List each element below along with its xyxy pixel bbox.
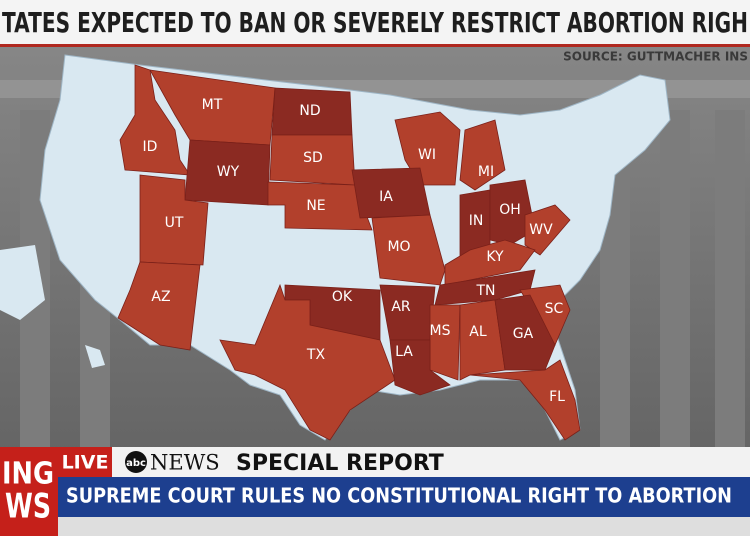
live-box (58, 447, 112, 477)
state-label: LA (395, 344, 413, 360)
state-label: MI (478, 164, 494, 180)
state-label: AL (469, 324, 487, 340)
state-label: WI (418, 147, 436, 163)
network-logo: abc (126, 458, 146, 469)
title-bar (0, 0, 750, 44)
state-shape (459, 119, 506, 191)
title-rule (0, 44, 750, 47)
live: LIVE (62, 452, 109, 474)
network: NEWS (150, 451, 220, 475)
program-bar (112, 447, 750, 477)
source: SOURCE: GUTTMACHER INS (563, 50, 748, 64)
state-shape (219, 283, 396, 441)
state-shape (469, 359, 581, 441)
state-label: OH (499, 202, 521, 218)
program: SPECIAL REPORT (236, 451, 444, 476)
state-label: SC (545, 301, 564, 317)
restricted-states: MT ND ID WY SD WI MI UT NE IA IN OH WV MO KY AZ OK AR TN SC… (117, 64, 581, 441)
state-shape (394, 111, 461, 186)
state-label: UT (165, 215, 184, 231)
ticker-bar (58, 517, 750, 536)
state-label: IN (469, 213, 484, 229)
state-label: FL (549, 389, 565, 405)
state-shape (119, 64, 191, 176)
state-shape (524, 204, 571, 256)
state-shape (429, 304, 461, 381)
state-label: ID (143, 139, 158, 155)
title: TATES EXPECTED TO BAN OR SEVERELY RESTRI… (2, 6, 748, 39)
state-label: AR (391, 299, 411, 315)
state-label: OK (332, 289, 353, 305)
headline-bar (58, 477, 750, 517)
state-label: GA (513, 326, 534, 342)
state-shape (459, 299, 506, 381)
breaking-top: ING (2, 457, 54, 492)
hawaii (85, 345, 105, 368)
state-label: MT (202, 97, 223, 113)
state-shape (434, 269, 536, 306)
breaking-block (0, 447, 58, 536)
state-label: ND (299, 103, 320, 119)
state-label: MS (430, 323, 451, 339)
state-label: IA (379, 189, 393, 205)
state-label: MO (387, 239, 410, 255)
state-label: TX (306, 347, 326, 363)
state-shape (494, 294, 556, 371)
state-label: AZ (151, 289, 170, 305)
state-label: TN (475, 283, 495, 299)
alaska (0, 245, 45, 320)
state-label: NE (306, 198, 325, 214)
breaking-bottom: WS (5, 487, 51, 527)
headline: SUPREME COURT RULES NO CONSTITUTIONAL RI… (66, 484, 732, 508)
state-label: WV (529, 222, 553, 238)
abc-logo (125, 451, 147, 473)
state-shape (117, 261, 201, 351)
state-label: WY (217, 164, 240, 180)
state-shape (489, 179, 536, 246)
state-label: KY (486, 249, 504, 265)
state-label: SD (303, 150, 323, 166)
state-shape (389, 339, 451, 396)
